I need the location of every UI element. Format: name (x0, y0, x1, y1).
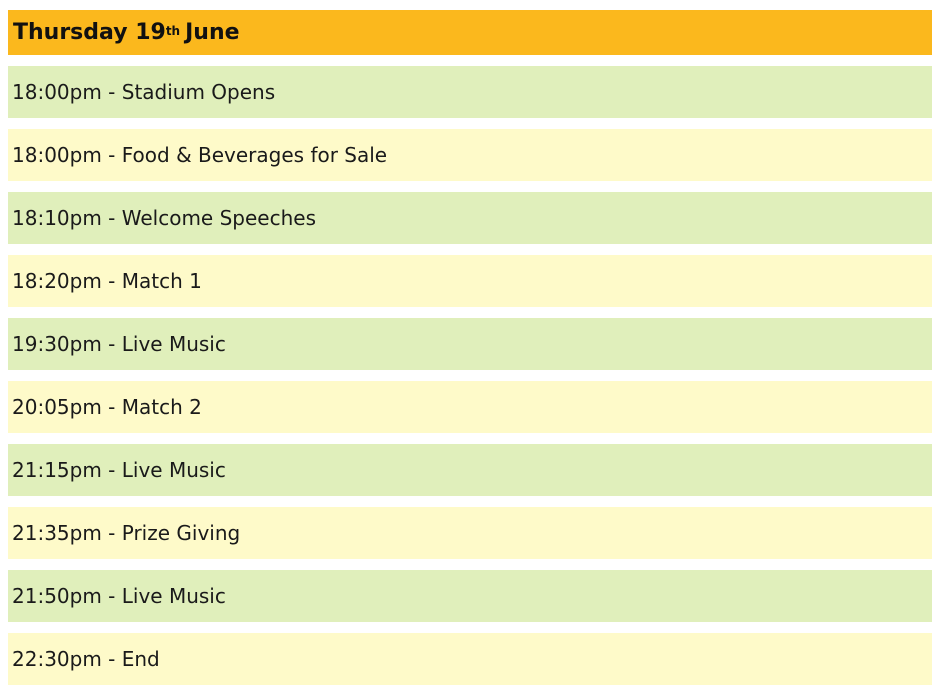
event-text: 20:05pm - Match 2 (12, 395, 202, 419)
event-row: 18:00pm - Stadium Opens (8, 66, 932, 118)
event-text: 18:00pm - Food & Beverages for Sale (12, 143, 388, 167)
event-row: 18:10pm - Welcome Speeches (8, 192, 932, 244)
event-text: 22:30pm - End (12, 647, 160, 671)
day-title-ordinal: th (165, 23, 181, 38)
event-text: 21:15pm - Live Music (12, 458, 226, 482)
event-text: 18:00pm - Stadium Opens (12, 80, 276, 104)
event-row: 21:15pm - Live Music (8, 444, 932, 496)
event-text: 18:20pm - Match 1 (12, 269, 202, 293)
event-text: 21:50pm - Live Music (12, 584, 226, 608)
event-row: 21:35pm - Prize Giving (8, 507, 932, 559)
event-row: 22:30pm - End (8, 633, 932, 685)
event-row: 18:20pm - Match 1 (8, 255, 932, 307)
event-list: 18:00pm - Stadium Opens 18:00pm - Food &… (8, 66, 932, 685)
event-row: 20:05pm - Match 2 (8, 381, 932, 433)
day-title-prefix: Thursday 19 (13, 20, 166, 45)
event-row: 19:30pm - Live Music (8, 318, 932, 370)
event-text: 21:35pm - Prize Giving (12, 521, 241, 545)
event-row: 18:00pm - Food & Beverages for Sale (8, 129, 932, 181)
event-text: 19:30pm - Live Music (12, 332, 226, 356)
event-text: 18:10pm - Welcome Speeches (12, 206, 316, 230)
event-row: 21:50pm - Live Music (8, 570, 932, 622)
day-title-month: June (185, 20, 240, 45)
